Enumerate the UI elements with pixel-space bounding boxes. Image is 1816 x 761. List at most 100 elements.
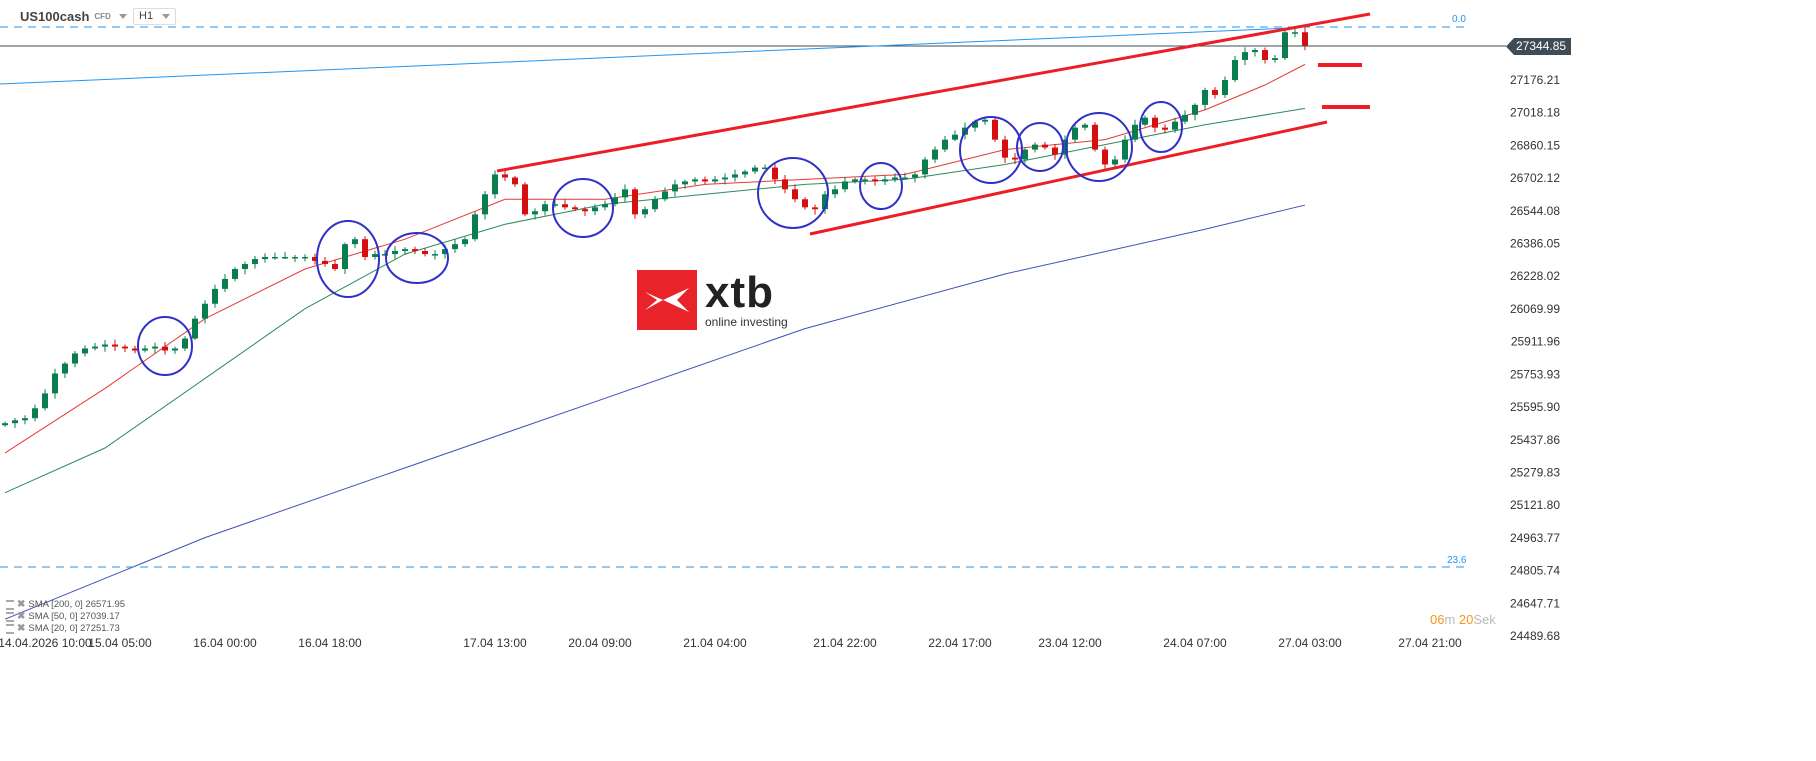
candle[interactable] (852, 177, 858, 184)
candle[interactable] (172, 346, 178, 354)
candle[interactable] (742, 169, 748, 178)
candle[interactable] (792, 184, 798, 203)
candle[interactable] (382, 249, 388, 256)
settings-icon[interactable] (6, 600, 14, 610)
candle[interactable] (652, 195, 658, 213)
candle[interactable] (1272, 55, 1278, 63)
candle[interactable] (1122, 135, 1128, 163)
circle-annotation[interactable] (959, 116, 1023, 184)
upper-channel-line[interactable] (496, 12, 1371, 173)
candle[interactable] (12, 417, 18, 428)
candle[interactable] (1282, 28, 1288, 60)
candle[interactable] (882, 175, 888, 185)
candle[interactable] (1202, 87, 1208, 110)
candle[interactable] (2, 421, 8, 427)
candle[interactable] (122, 344, 128, 352)
candle[interactable] (432, 250, 438, 260)
candle[interactable] (802, 197, 808, 210)
circle-annotation[interactable] (1016, 122, 1064, 172)
candle[interactable] (462, 237, 468, 248)
candle[interactable] (1142, 115, 1148, 127)
candle[interactable] (362, 236, 368, 261)
candle[interactable] (52, 368, 58, 399)
candle[interactable] (892, 173, 898, 183)
candle[interactable] (22, 415, 28, 425)
candle[interactable] (712, 175, 718, 184)
candle[interactable] (1162, 124, 1168, 134)
candle[interactable] (152, 342, 158, 354)
candle[interactable] (82, 345, 88, 357)
candle[interactable] (682, 179, 688, 189)
legend-item-sma200[interactable]: ✖ SMA [200, 0] 26571.95 (6, 599, 125, 611)
close-icon[interactable]: ✖ (17, 599, 26, 610)
candle[interactable] (232, 267, 238, 282)
candle[interactable] (902, 172, 908, 180)
lower-channel-line[interactable] (809, 120, 1328, 236)
candle[interactable] (392, 246, 398, 259)
candle[interactable] (1042, 141, 1048, 150)
candle[interactable] (402, 247, 408, 255)
candle[interactable] (1242, 47, 1248, 66)
candle[interactable] (342, 242, 348, 274)
candle[interactable] (542, 200, 548, 216)
candle[interactable] (1302, 27, 1308, 51)
candle[interactable] (1292, 27, 1298, 38)
candle[interactable] (732, 169, 738, 182)
candle[interactable] (102, 340, 108, 352)
candle[interactable] (1102, 146, 1108, 170)
circle-annotation[interactable] (757, 157, 829, 229)
candle[interactable] (222, 274, 228, 292)
candle[interactable] (722, 173, 728, 185)
chevron-down-icon[interactable] (118, 14, 127, 19)
circle-annotation[interactable] (552, 178, 614, 238)
candle[interactable] (282, 252, 288, 260)
candle[interactable] (132, 345, 138, 354)
candle[interactable] (622, 184, 628, 203)
candle[interactable] (412, 246, 418, 255)
candle[interactable] (932, 146, 938, 163)
candle[interactable] (672, 179, 678, 197)
candle[interactable] (952, 130, 958, 142)
candle[interactable] (522, 182, 528, 217)
close-icon[interactable]: ✖ (17, 611, 26, 622)
candle[interactable] (482, 190, 488, 220)
candle[interactable] (772, 163, 778, 185)
candle[interactable] (312, 253, 318, 265)
circle-annotation[interactable] (1139, 101, 1183, 153)
candle[interactable] (942, 135, 948, 153)
candle[interactable] (912, 172, 918, 183)
candle[interactable] (1082, 122, 1088, 131)
candle[interactable] (642, 206, 648, 219)
candle[interactable] (272, 252, 278, 260)
candle[interactable] (242, 261, 248, 275)
candle[interactable] (182, 336, 188, 351)
candle[interactable] (252, 255, 258, 269)
candle[interactable] (302, 254, 308, 262)
candle[interactable] (1092, 122, 1098, 152)
legend-item-sma50[interactable]: ✖ SMA [50, 0] 27039.17 (6, 611, 125, 623)
candle[interactable] (1052, 143, 1058, 160)
candle[interactable] (572, 205, 578, 211)
candle[interactable] (782, 175, 788, 194)
candle[interactable] (1132, 119, 1138, 143)
candle[interactable] (1182, 110, 1188, 124)
candle[interactable] (42, 389, 48, 411)
candle[interactable] (1072, 122, 1078, 144)
circle-annotation[interactable] (859, 162, 903, 210)
candle[interactable] (752, 165, 758, 175)
candle[interactable] (692, 177, 698, 185)
candle[interactable] (512, 175, 518, 188)
candle[interactable] (862, 177, 868, 185)
candle[interactable] (72, 350, 78, 368)
candle[interactable] (162, 342, 168, 355)
candle[interactable] (202, 300, 208, 324)
candle[interactable] (492, 170, 498, 199)
candle[interactable] (702, 176, 708, 185)
candle[interactable] (872, 176, 878, 186)
candle[interactable] (332, 259, 338, 271)
candle[interactable] (62, 361, 68, 379)
candle[interactable] (762, 164, 768, 170)
candle[interactable] (832, 185, 838, 199)
candle[interactable] (662, 187, 668, 202)
